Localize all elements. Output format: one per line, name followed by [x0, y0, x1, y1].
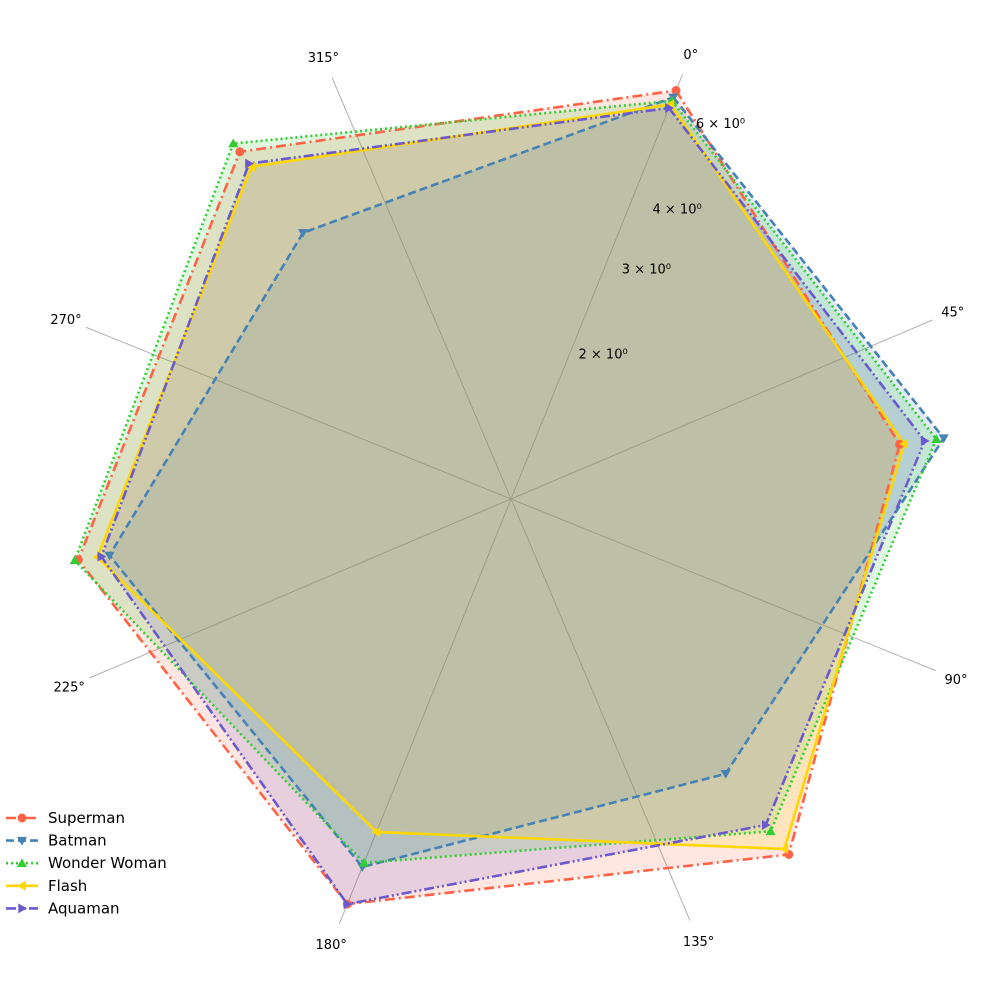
marker-flash-1	[899, 438, 908, 449]
legend-marker-flash	[17, 880, 26, 891]
legend-marker-wonder-woman	[17, 858, 27, 867]
angle-tick-label-315: 315°	[308, 51, 339, 66]
marker-batman-2	[720, 770, 731, 779]
radial-tick-label-2: 4 × 10⁰	[653, 202, 702, 217]
marker-flash-2	[779, 844, 789, 854]
angle-tick-label-135: 135°	[683, 935, 714, 950]
radial-tick-label-1: 3 × 10⁰	[622, 263, 671, 278]
marker-aquaman-4	[97, 551, 107, 562]
series-areas	[74, 90, 944, 905]
marker-wonder-woman-5	[228, 138, 239, 148]
angle-gridline-135	[510, 498, 691, 921]
legend-marker-superman	[17, 813, 27, 823]
marker-aquaman-3	[343, 899, 353, 910]
radial-tick-labels: 2 × 10⁰ 3 × 10⁰ 4 × 10⁰ 6 × 10⁰	[579, 117, 746, 362]
legend: Superman Batman Wonder Woman Flash Aquaman	[6, 809, 167, 917]
legend-label-batman: Batman	[48, 832, 107, 850]
marker-flash-3	[371, 827, 381, 837]
marker-aquaman-2	[762, 820, 771, 830]
angle-tick-labels: 0° 45° 90° 135° 180° 225° 270° 315°	[50, 48, 967, 953]
marker-batman-5	[298, 229, 308, 238]
marker-wonder-woman-2	[765, 826, 776, 836]
series-area-aquaman	[101, 108, 925, 905]
angle-tick-label-180: 180°	[316, 938, 347, 953]
radial-tick-label-0: 2 × 10⁰	[579, 348, 628, 363]
radial-tick-label-3: 6 × 10⁰	[696, 117, 745, 132]
marker-superman-5	[235, 147, 245, 157]
angle-gridline-225	[89, 498, 512, 679]
marker-superman-1	[895, 439, 905, 449]
angle-tick-label-270: 270°	[50, 313, 81, 328]
marker-superman-0	[671, 86, 681, 95]
angle-tick-label-45: 45°	[941, 305, 964, 320]
series-area-superman	[78, 90, 900, 905]
marker-batman-4	[104, 551, 115, 561]
series-markers	[69, 86, 949, 910]
legend-label-superman: Superman	[48, 809, 125, 827]
legend-marker-batman	[17, 836, 27, 846]
marker-wonder-woman-4	[69, 555, 80, 565]
marker-batman-0	[668, 93, 679, 103]
angle-gridline-90	[510, 498, 936, 672]
marker-aquaman-1	[920, 435, 930, 446]
series-area-wonder-woman	[74, 100, 937, 863]
angle-tick-label-90: 90°	[944, 673, 967, 688]
marker-wonder-woman-3	[359, 857, 369, 867]
angle-tick-label-0: 0°	[683, 48, 698, 63]
angular-grid	[86, 74, 936, 924]
legend-label-aquaman: Aquaman	[48, 899, 120, 917]
legend-label-flash: Flash	[48, 877, 87, 895]
angle-gridline-180	[338, 498, 512, 924]
angle-gridline-45	[510, 319, 933, 500]
marker-wonder-woman-1	[931, 434, 942, 443]
marker-aquaman-0	[665, 103, 674, 113]
marker-batman-1	[938, 434, 949, 444]
series-area-flash	[97, 104, 905, 849]
series-area-batman	[109, 97, 944, 868]
legend-marker-aquaman	[18, 903, 27, 914]
angle-gridline-315	[331, 77, 512, 500]
angle-gridline-270	[86, 326, 512, 500]
legend-label-wonder-woman: Wonder Woman	[48, 854, 167, 872]
angle-gridline-0	[510, 74, 684, 500]
marker-aquaman-5	[245, 158, 254, 169]
angle-tick-label-225: 225°	[54, 681, 85, 696]
